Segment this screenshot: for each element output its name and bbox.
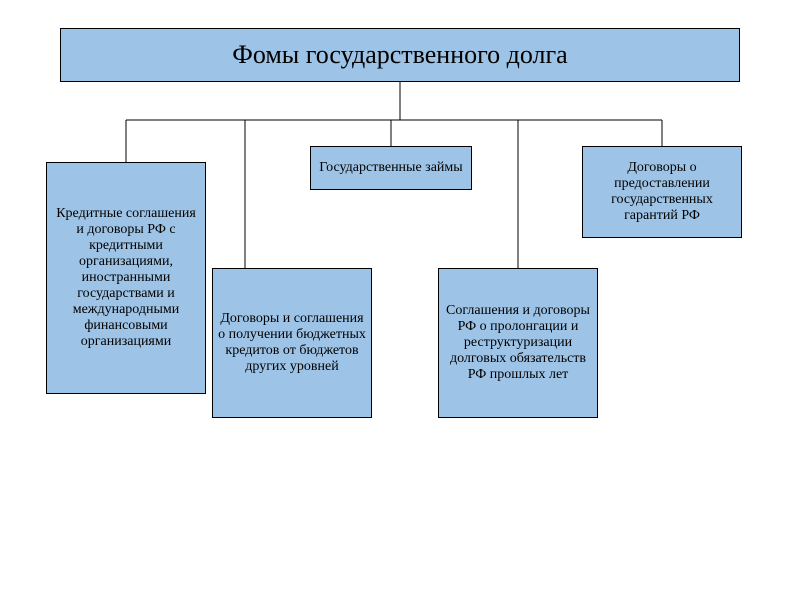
diagram-node-text: Государственные займы [319, 160, 462, 176]
diagram-node-text: Договоры о предоставлении государственны… [587, 160, 737, 224]
diagram-node-n3: Государственные займы [310, 146, 472, 190]
diagram-node-n1: Кредитные соглашения и договоры РФ с кре… [46, 162, 206, 394]
diagram-node-n2: Договоры и соглашения о получении бюджет… [212, 268, 372, 418]
diagram-title-box: Фомы государственного долга [60, 28, 740, 82]
diagram-node-n5: Договоры о предоставлении государственны… [582, 146, 742, 238]
diagram-node-text: Договоры и соглашения о получении бюджет… [217, 311, 367, 375]
diagram-title-text: Фомы государственного долга [232, 40, 567, 70]
diagram-node-text: Соглашения и договоры РФ о пролонгации и… [443, 303, 593, 383]
diagram-node-n4: Соглашения и договоры РФ о пролонгации и… [438, 268, 598, 418]
diagram-node-text: Кредитные соглашения и договоры РФ с кре… [51, 206, 201, 351]
